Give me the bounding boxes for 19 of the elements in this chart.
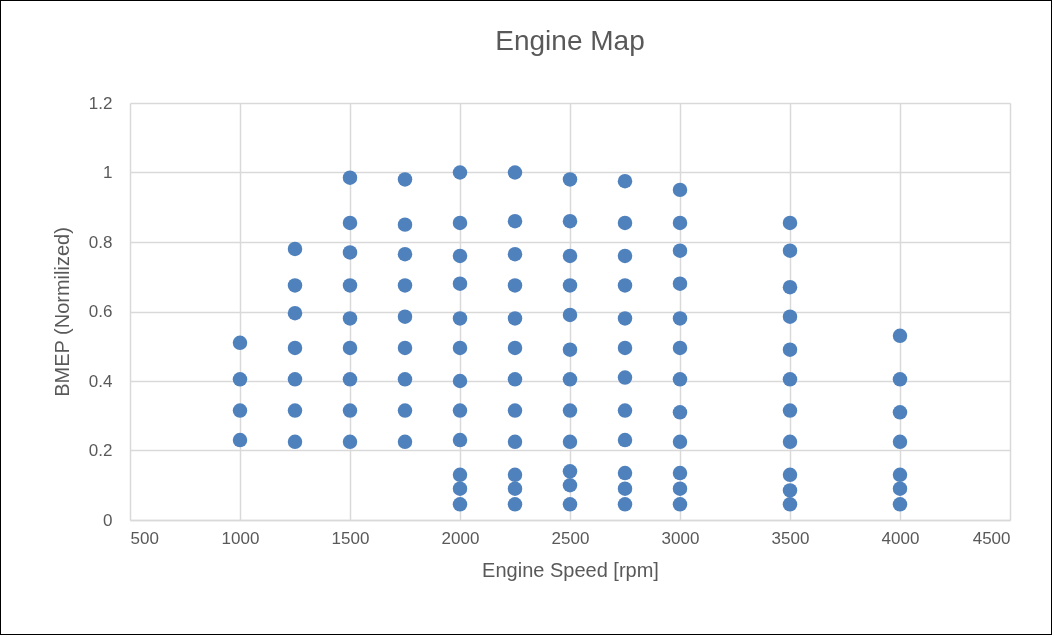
y-tick-label: 0.2: [88, 441, 113, 460]
y-tick-label: 1: [103, 163, 113, 182]
chart-title: Engine Map: [495, 25, 645, 56]
x-tick-label: 4500: [972, 528, 1011, 548]
y-tick-label: 0.4: [88, 371, 113, 391]
x-tick-label: 4000: [881, 528, 920, 548]
x-axis-title: Engine Speed [rpm]: [482, 558, 659, 581]
x-tick-label: 1000: [221, 528, 260, 548]
y-tick-label: 0.6: [88, 302, 113, 321]
y-tick-label: 0: [103, 510, 113, 530]
y-axis-title: BMEP (Normilized): [50, 227, 73, 397]
x-tick-label: 1500: [331, 528, 370, 548]
x-tick-label: 500: [130, 528, 159, 548]
x-tick-label: 3000: [661, 528, 700, 548]
x-tick-label: 3500: [771, 528, 810, 548]
y-tick-label: 0.8: [88, 232, 113, 252]
x-tick-label: 2500: [551, 528, 590, 548]
x-tick-label: 2000: [441, 528, 480, 548]
y-tick-label: 1.2: [88, 93, 113, 113]
